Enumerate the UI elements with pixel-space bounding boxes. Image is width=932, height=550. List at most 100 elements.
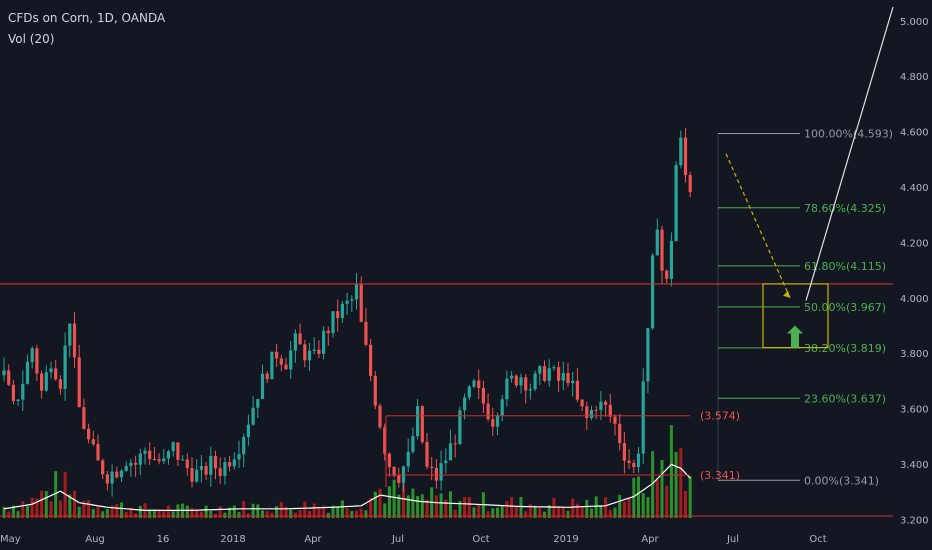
- volume-bar: [68, 494, 72, 518]
- candle-body: [124, 465, 128, 471]
- candle-body: [627, 460, 631, 464]
- candle-body: [176, 442, 180, 460]
- candle-body: [524, 377, 528, 391]
- candle-body: [265, 373, 269, 380]
- candle-body: [7, 370, 11, 385]
- candle-body: [209, 456, 213, 475]
- candle-body: [495, 415, 500, 427]
- candle-body: [674, 165, 678, 241]
- volume-bar: [2, 506, 6, 518]
- candle-body: [542, 366, 547, 381]
- candle-body: [439, 463, 443, 481]
- candle-body: [293, 333, 297, 351]
- candle-body: [392, 467, 396, 476]
- volume-bar: [171, 511, 175, 518]
- fib-level-label: 38.20%(3.819): [804, 342, 886, 355]
- candle-body: [533, 373, 537, 390]
- candle-body: [30, 348, 34, 363]
- candle-body: [228, 462, 232, 467]
- volume-bar: [439, 493, 443, 518]
- volume-bar: [665, 485, 669, 518]
- up-arrow-icon: [787, 325, 803, 348]
- y-tick-label: 3.200: [900, 515, 929, 526]
- candle-body: [129, 462, 133, 466]
- volume-bar: [646, 497, 650, 518]
- candle-body: [270, 351, 274, 380]
- candle-body: [416, 406, 420, 437]
- volume-bar: [632, 477, 636, 518]
- volume-bar: [660, 459, 664, 518]
- volume-bar: [40, 490, 44, 518]
- candle-body: [232, 459, 236, 467]
- drawing-overlays: (3.574) (3.341) 100.00%(4.593) 78.60%(4.325…: [0, 6, 894, 517]
- candle-body: [162, 458, 166, 462]
- volume-bar: [505, 501, 509, 518]
- candle-body: [594, 409, 598, 411]
- candle-body: [538, 366, 542, 374]
- candle-body: [166, 451, 171, 459]
- volume-bar: [336, 507, 340, 518]
- volume-bar: [289, 509, 293, 518]
- candle-body: [364, 321, 368, 345]
- volume-bar: [500, 506, 504, 518]
- volume-bar: [317, 506, 321, 518]
- candle-body: [641, 381, 645, 454]
- candle-body: [199, 465, 203, 470]
- volume-bar: [359, 508, 363, 518]
- candle-body: [660, 229, 664, 271]
- volume-bar: [477, 505, 481, 518]
- volume-bar: [157, 509, 161, 518]
- candle-body: [618, 423, 622, 444]
- volume-bar: [223, 512, 227, 518]
- y-tick-label: 4.000: [900, 294, 929, 305]
- candle-body: [514, 375, 518, 386]
- volume-bar: [87, 499, 91, 518]
- candle-body: [322, 330, 326, 354]
- candle-body: [63, 345, 67, 389]
- candle-body: [298, 333, 302, 345]
- x-tick-label: Jul: [726, 534, 739, 545]
- volume-bar: [162, 511, 166, 518]
- candle-body: [303, 344, 307, 361]
- candle-body: [54, 368, 58, 380]
- candle-body: [256, 399, 260, 408]
- volume-bar: [58, 500, 62, 518]
- volume-bar: [373, 491, 377, 518]
- candle-body: [472, 380, 476, 387]
- candle-body: [157, 459, 161, 462]
- candle-body: [383, 427, 387, 454]
- candle-body: [547, 368, 551, 381]
- candle-body: [519, 377, 523, 386]
- volume-bar: [608, 509, 612, 518]
- candle-body: [604, 401, 608, 405]
- volume-bar: [392, 479, 396, 518]
- candle-body: [481, 388, 485, 404]
- candle-body: [622, 443, 626, 461]
- volume-bar: [420, 494, 424, 518]
- candle-body: [77, 357, 81, 408]
- y-tick-label: 5.000: [900, 17, 929, 28]
- candle-body: [223, 462, 227, 476]
- volume-bar: [519, 496, 523, 518]
- volume-bar: [242, 501, 246, 518]
- y-tick-label: 4.600: [900, 128, 929, 139]
- candle-body: [237, 454, 241, 460]
- volume-bar: [524, 511, 528, 518]
- candle-body: [119, 470, 124, 478]
- volume-bar: [204, 505, 208, 518]
- volume-ma-line: [3, 463, 691, 511]
- candle-body: [331, 311, 335, 334]
- candle-body: [91, 439, 95, 445]
- candle-body: [566, 372, 570, 384]
- volume-bar: [486, 511, 490, 518]
- volume-bar: [63, 471, 67, 518]
- volume-bar: [308, 510, 311, 518]
- candle-body: [411, 436, 415, 452]
- volume-bar: [458, 501, 462, 518]
- volume-bar: [256, 504, 260, 518]
- volume-bar: [228, 507, 232, 518]
- candle-body: [387, 453, 391, 468]
- volume-bar: [655, 479, 659, 518]
